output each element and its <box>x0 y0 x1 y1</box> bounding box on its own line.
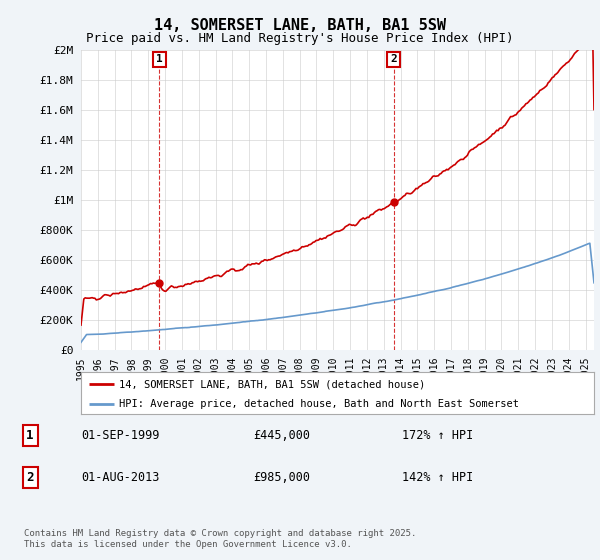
Text: 2: 2 <box>390 54 397 64</box>
Text: HPI: Average price, detached house, Bath and North East Somerset: HPI: Average price, detached house, Bath… <box>119 399 520 409</box>
Text: Contains HM Land Registry data © Crown copyright and database right 2025.
This d: Contains HM Land Registry data © Crown c… <box>24 529 416 549</box>
Text: 14, SOMERSET LANE, BATH, BA1 5SW: 14, SOMERSET LANE, BATH, BA1 5SW <box>154 18 446 33</box>
Text: 01-SEP-1999: 01-SEP-1999 <box>81 429 159 442</box>
Text: 1: 1 <box>26 429 34 442</box>
Text: 2: 2 <box>26 471 34 484</box>
Text: 172% ↑ HPI: 172% ↑ HPI <box>403 429 473 442</box>
Text: 1: 1 <box>156 54 163 64</box>
Text: Price paid vs. HM Land Registry's House Price Index (HPI): Price paid vs. HM Land Registry's House … <box>86 32 514 45</box>
Text: 142% ↑ HPI: 142% ↑ HPI <box>403 471 473 484</box>
Text: £985,000: £985,000 <box>254 471 311 484</box>
Text: 14, SOMERSET LANE, BATH, BA1 5SW (detached house): 14, SOMERSET LANE, BATH, BA1 5SW (detach… <box>119 379 426 389</box>
Text: £445,000: £445,000 <box>254 429 311 442</box>
Text: 01-AUG-2013: 01-AUG-2013 <box>81 471 159 484</box>
